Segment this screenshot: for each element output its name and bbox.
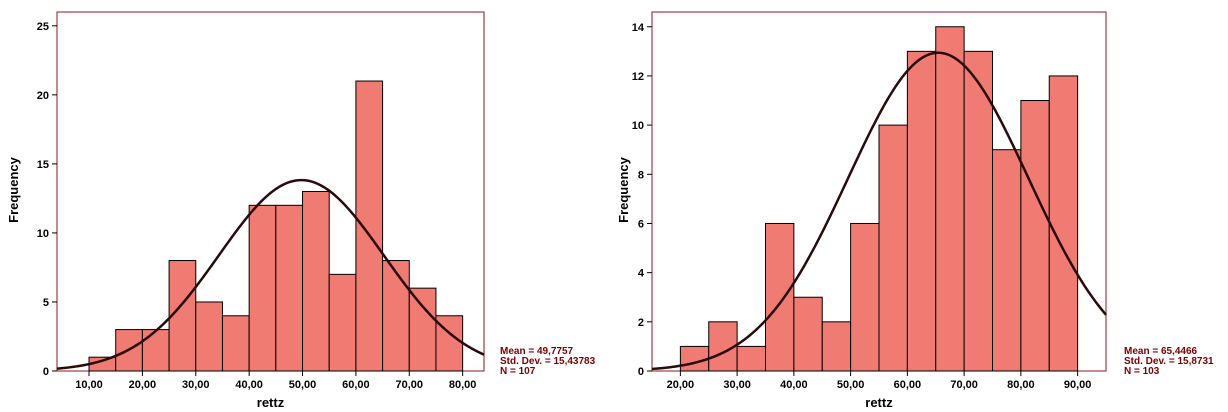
x-tick-label: 60,00 — [342, 379, 370, 391]
normal-curve — [56, 178, 485, 370]
y-tick-label: 14 — [632, 22, 645, 34]
histogram-bar — [275, 204, 304, 372]
y-tick-label: 4 — [638, 268, 645, 280]
histogram-bar — [679, 345, 710, 372]
histogram-bar — [793, 296, 823, 372]
stats-text: N = 107 — [500, 366, 536, 377]
x-tick-label: 10,00 — [75, 379, 103, 391]
y-tick-label: 25 — [37, 21, 49, 33]
x-tick-label: 20,00 — [667, 379, 695, 391]
x-axis-label: rettz — [865, 395, 893, 410]
x-tick-label: 40,00 — [235, 379, 263, 391]
histogram-bar — [736, 345, 766, 372]
histogram-bar — [382, 260, 410, 372]
stats-text: Mean = 49,7757 — [500, 346, 574, 357]
histogram-bar — [141, 329, 170, 372]
histogram-bar — [821, 321, 852, 372]
histogram-bar — [850, 222, 880, 372]
y-tick-label: 0 — [43, 366, 49, 378]
stats-text: Std. Dev. = 15,43783 — [500, 356, 596, 367]
histogram-bar — [935, 26, 965, 372]
histogram-bar — [992, 149, 1022, 372]
y-tick-label: 10 — [632, 120, 644, 132]
normal-curve — [651, 51, 1107, 371]
x-tick-label: 90,00 — [1064, 379, 1092, 391]
x-tick-label: 50,00 — [837, 379, 865, 391]
stats-text: Std. Dev. = 15,8731 — [1124, 356, 1214, 367]
histogram-bar — [195, 301, 223, 372]
y-tick-label: 15 — [37, 159, 49, 171]
histogram-bar — [963, 50, 993, 372]
stats-text: Mean = 65,4466 — [1124, 346, 1198, 357]
x-tick-label: 80,00 — [449, 379, 477, 391]
y-tick-label: 5 — [43, 297, 49, 309]
histogram-bar — [328, 273, 357, 372]
x-tick-label: 70,00 — [396, 379, 424, 391]
x-tick-label: 50,00 — [289, 379, 317, 391]
y-tick-label: 12 — [632, 71, 644, 83]
y-tick-label: 0 — [638, 366, 644, 378]
histogram-bar — [302, 191, 330, 372]
y-tick-label: 10 — [37, 228, 49, 240]
y-axis-label: Frequency — [6, 156, 21, 223]
histogram-bar — [355, 80, 384, 372]
x-tick-label: 80,00 — [1007, 379, 1035, 391]
y-tick-label: 8 — [638, 169, 644, 181]
chart-2: 0 2 4 6 8 10 12 14 20,00 30,00 40,00 50,00 60,00 70,0… — [616, 11, 1214, 410]
y-axis-label: Frequency — [616, 156, 631, 223]
histogram-bar — [878, 124, 908, 372]
y-tick-label: 6 — [638, 218, 644, 230]
stats-text: N = 103 — [1124, 366, 1160, 377]
histogram-bar — [168, 260, 197, 372]
x-tick-label: 30,00 — [723, 379, 751, 391]
y-tick-label: 20 — [37, 90, 49, 102]
chart-1: 0 5 10 15 20 25 10,00 20,00 30,00 40,00 50,00 60,00… — [6, 11, 596, 410]
x-tick-label: 30,00 — [182, 379, 210, 391]
x-axis-label: rettz — [257, 395, 285, 410]
histogram-bar — [248, 204, 277, 372]
x-tick-label: 60,00 — [894, 379, 922, 391]
histogram-bar — [765, 222, 795, 372]
x-tick-label: 20,00 — [129, 379, 157, 391]
histogram-bar — [408, 287, 437, 372]
histogram-bar — [1020, 100, 1050, 372]
histogram-bar — [906, 50, 937, 372]
x-tick-label: 70,00 — [950, 379, 978, 391]
histogram-bar — [221, 315, 250, 372]
histogram-bar — [1048, 75, 1079, 372]
x-tick-label: 40,00 — [780, 379, 808, 391]
y-tick-label: 2 — [638, 317, 644, 329]
